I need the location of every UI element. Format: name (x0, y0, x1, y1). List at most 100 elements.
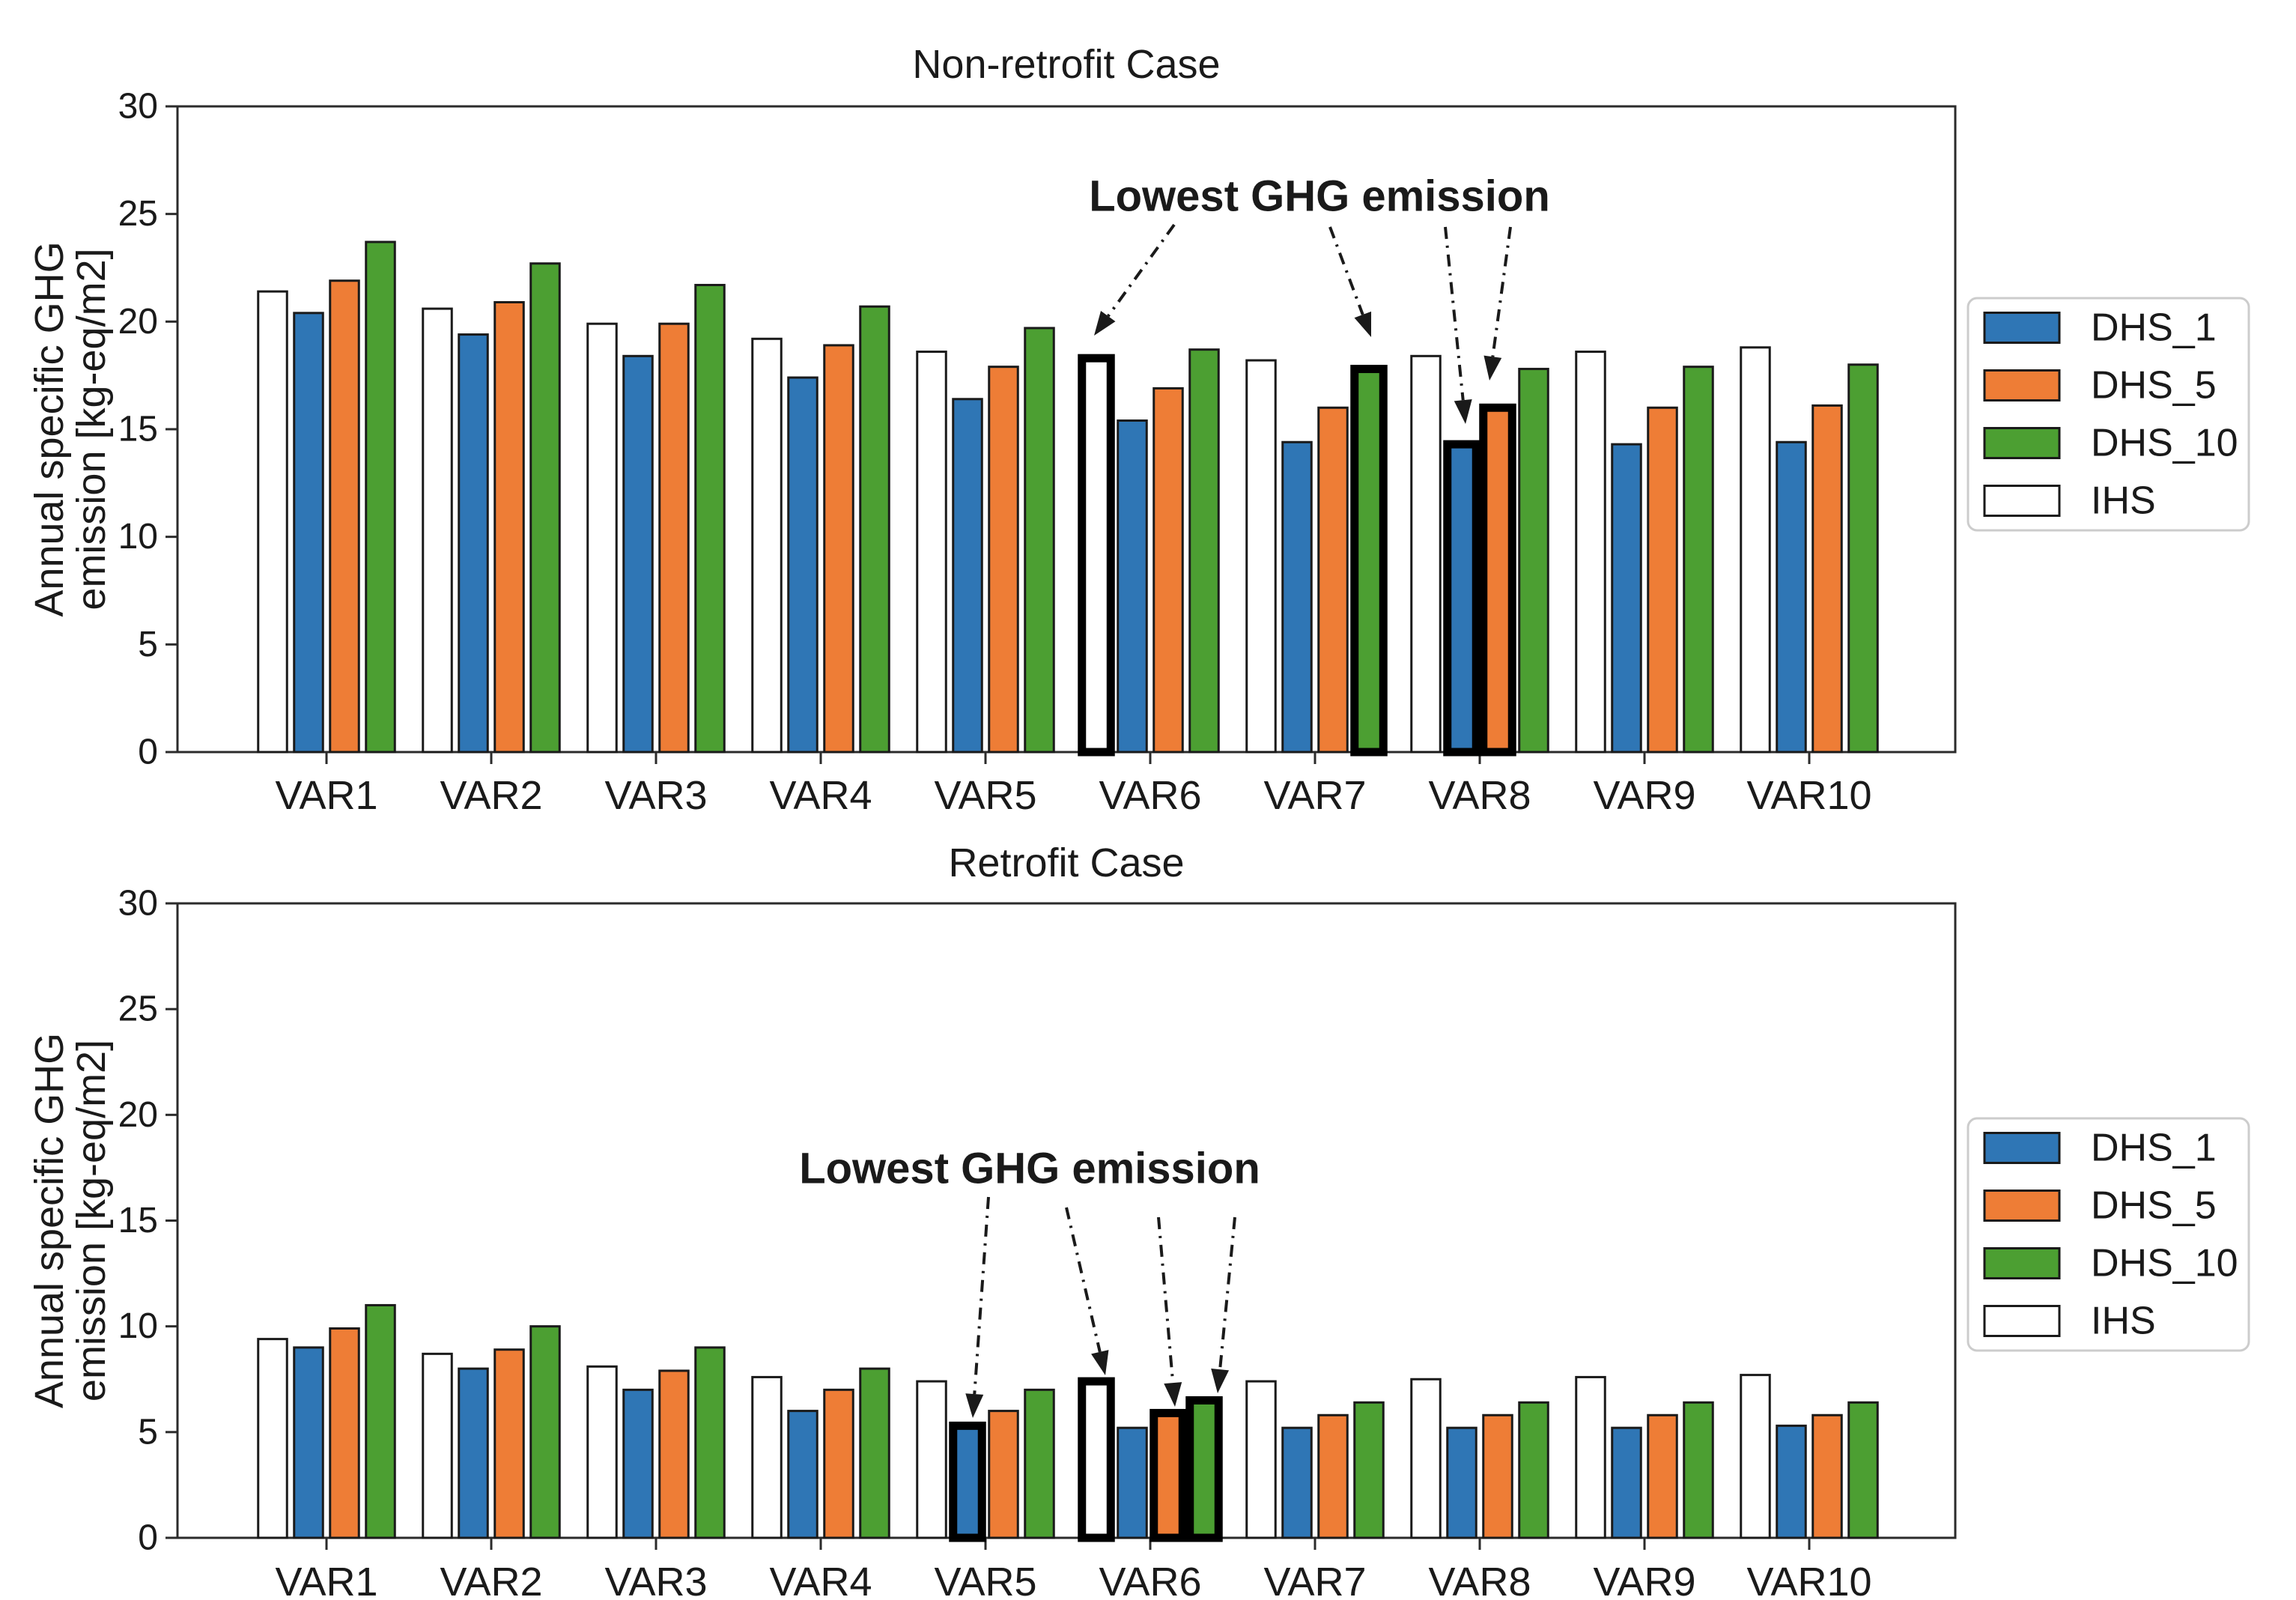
bar (823, 1388, 854, 1539)
legend-label: DHS_5 (2091, 364, 2217, 407)
annotation-arrow-line (1328, 226, 1364, 315)
bar (365, 240, 396, 754)
bar (1740, 346, 1771, 754)
y-tick-label: 0 (138, 1518, 158, 1558)
bar (365, 1303, 396, 1539)
bar (1353, 1401, 1385, 1539)
x-tick-label: VAR4 (769, 1560, 872, 1596)
bar (458, 333, 489, 754)
legend-swatch-dhs_1 (1983, 312, 2061, 344)
bar (1024, 327, 1055, 754)
bar (1683, 366, 1714, 754)
bar (1518, 1401, 1549, 1539)
bar (257, 1338, 288, 1539)
bar (1152, 387, 1184, 754)
bar (1740, 1374, 1771, 1539)
y-axis-label-line2: emission [kg-eq/m2] (69, 248, 114, 610)
y-tick-label: 10 (118, 517, 158, 557)
legend-label: DHS_5 (2091, 1184, 2217, 1228)
bar (529, 262, 561, 754)
y-tick-label: 25 (118, 194, 158, 234)
legend: DHS_1 DHS_5 DHS_10 IHS (1967, 297, 2250, 532)
legend-box (1967, 297, 2250, 532)
annotation-arrowhead (1094, 311, 1116, 336)
bar (529, 1325, 561, 1539)
bar (1776, 440, 1807, 754)
x-tick-label: VAR10 (1746, 773, 1871, 818)
x-tick-label: VAR5 (934, 773, 1036, 818)
bar (1518, 368, 1549, 754)
legend-swatch-dhs_1 (1983, 1132, 2061, 1164)
annotation-arrowhead (1454, 399, 1472, 424)
bar (1683, 1401, 1714, 1539)
annotation-label: Lowest GHG emission (799, 1145, 1260, 1193)
highlighted-bar (1443, 440, 1480, 757)
y-tick-label: 30 (118, 87, 158, 127)
bar (658, 1369, 690, 1539)
x-tick-label: VAR5 (934, 1560, 1036, 1596)
annotation-arrowhead (965, 1393, 984, 1418)
bar (1024, 1388, 1055, 1539)
annotation-label: Lowest GHG emission (1089, 172, 1550, 221)
annotation-arrowhead (1211, 1368, 1230, 1393)
x-tick-label: VAR9 (1593, 1560, 1695, 1596)
highlighted-bar (1185, 1396, 1223, 1542)
chart-title: Retrofit Case (948, 840, 1184, 885)
x-tick-label: VAR7 (1263, 773, 1366, 818)
y-tick-label: 25 (118, 990, 158, 1029)
x-tick-label: VAR8 (1428, 773, 1531, 818)
bar (1482, 1413, 1513, 1539)
annotation-arrowhead (1091, 1350, 1109, 1375)
bar (1317, 1413, 1349, 1539)
x-tick-label: VAR6 (1099, 773, 1201, 818)
bar (1317, 406, 1349, 754)
bar (952, 398, 983, 754)
y-tick-label: 5 (138, 1412, 158, 1452)
bar (1847, 363, 1879, 754)
x-tick-label: VAR2 (440, 1560, 542, 1596)
x-tick-label: VAR8 (1428, 1560, 1531, 1596)
bar (1647, 406, 1678, 754)
highlighted-bar (1078, 354, 1115, 757)
highlighted-bar (1479, 403, 1516, 757)
bar (1410, 1378, 1442, 1539)
bar (1281, 1426, 1313, 1539)
y-axis-label-line2: emission [kg-eq/m2] (69, 1040, 114, 1401)
bar (586, 322, 618, 754)
x-tick-label: VAR4 (769, 773, 872, 818)
y-tick-label: 10 (118, 1306, 158, 1346)
bar (694, 1346, 726, 1539)
bar (859, 305, 890, 754)
non-retrofit-chart: 0 5 10 15 20 25 30 VAR1 VAR2 VAR3 VAR4 VAR5 VAR6 VAR7… (27, 42, 2250, 818)
annotation-arrowhead (1354, 311, 1372, 337)
legend-label: IHS (2091, 1300, 2156, 1343)
y-axis-label-line1: Annual specific GHG (27, 241, 72, 616)
bar (1575, 351, 1606, 754)
x-tick-label: VAR3 (604, 1560, 707, 1596)
bar (1117, 1426, 1148, 1539)
bar (1611, 443, 1642, 754)
bar (988, 366, 1019, 754)
legend-swatch-ihs (1983, 1305, 2061, 1337)
annotation-arrowhead (1483, 355, 1502, 381)
annotation-arrow-line (1444, 226, 1465, 401)
y-axis-label-line1: Annual specific GHG (27, 1033, 72, 1408)
legend-swatch-ihs (1983, 485, 2061, 517)
bar (329, 279, 360, 754)
bar (1811, 1413, 1843, 1539)
bar (1117, 419, 1148, 754)
bar (293, 312, 324, 754)
bar (694, 283, 726, 754)
y-tick-label: 20 (118, 302, 158, 342)
bar (622, 1388, 654, 1539)
x-tick-label: VAR1 (275, 773, 377, 818)
bar (1847, 1401, 1879, 1539)
bar (1811, 404, 1843, 754)
bar (1611, 1426, 1642, 1539)
bar (329, 1327, 360, 1539)
bar (1575, 1375, 1606, 1539)
x-tick-label: VAR7 (1263, 1560, 1366, 1596)
bar (422, 307, 453, 754)
chart-title: Non-retrofit Case (912, 42, 1220, 87)
